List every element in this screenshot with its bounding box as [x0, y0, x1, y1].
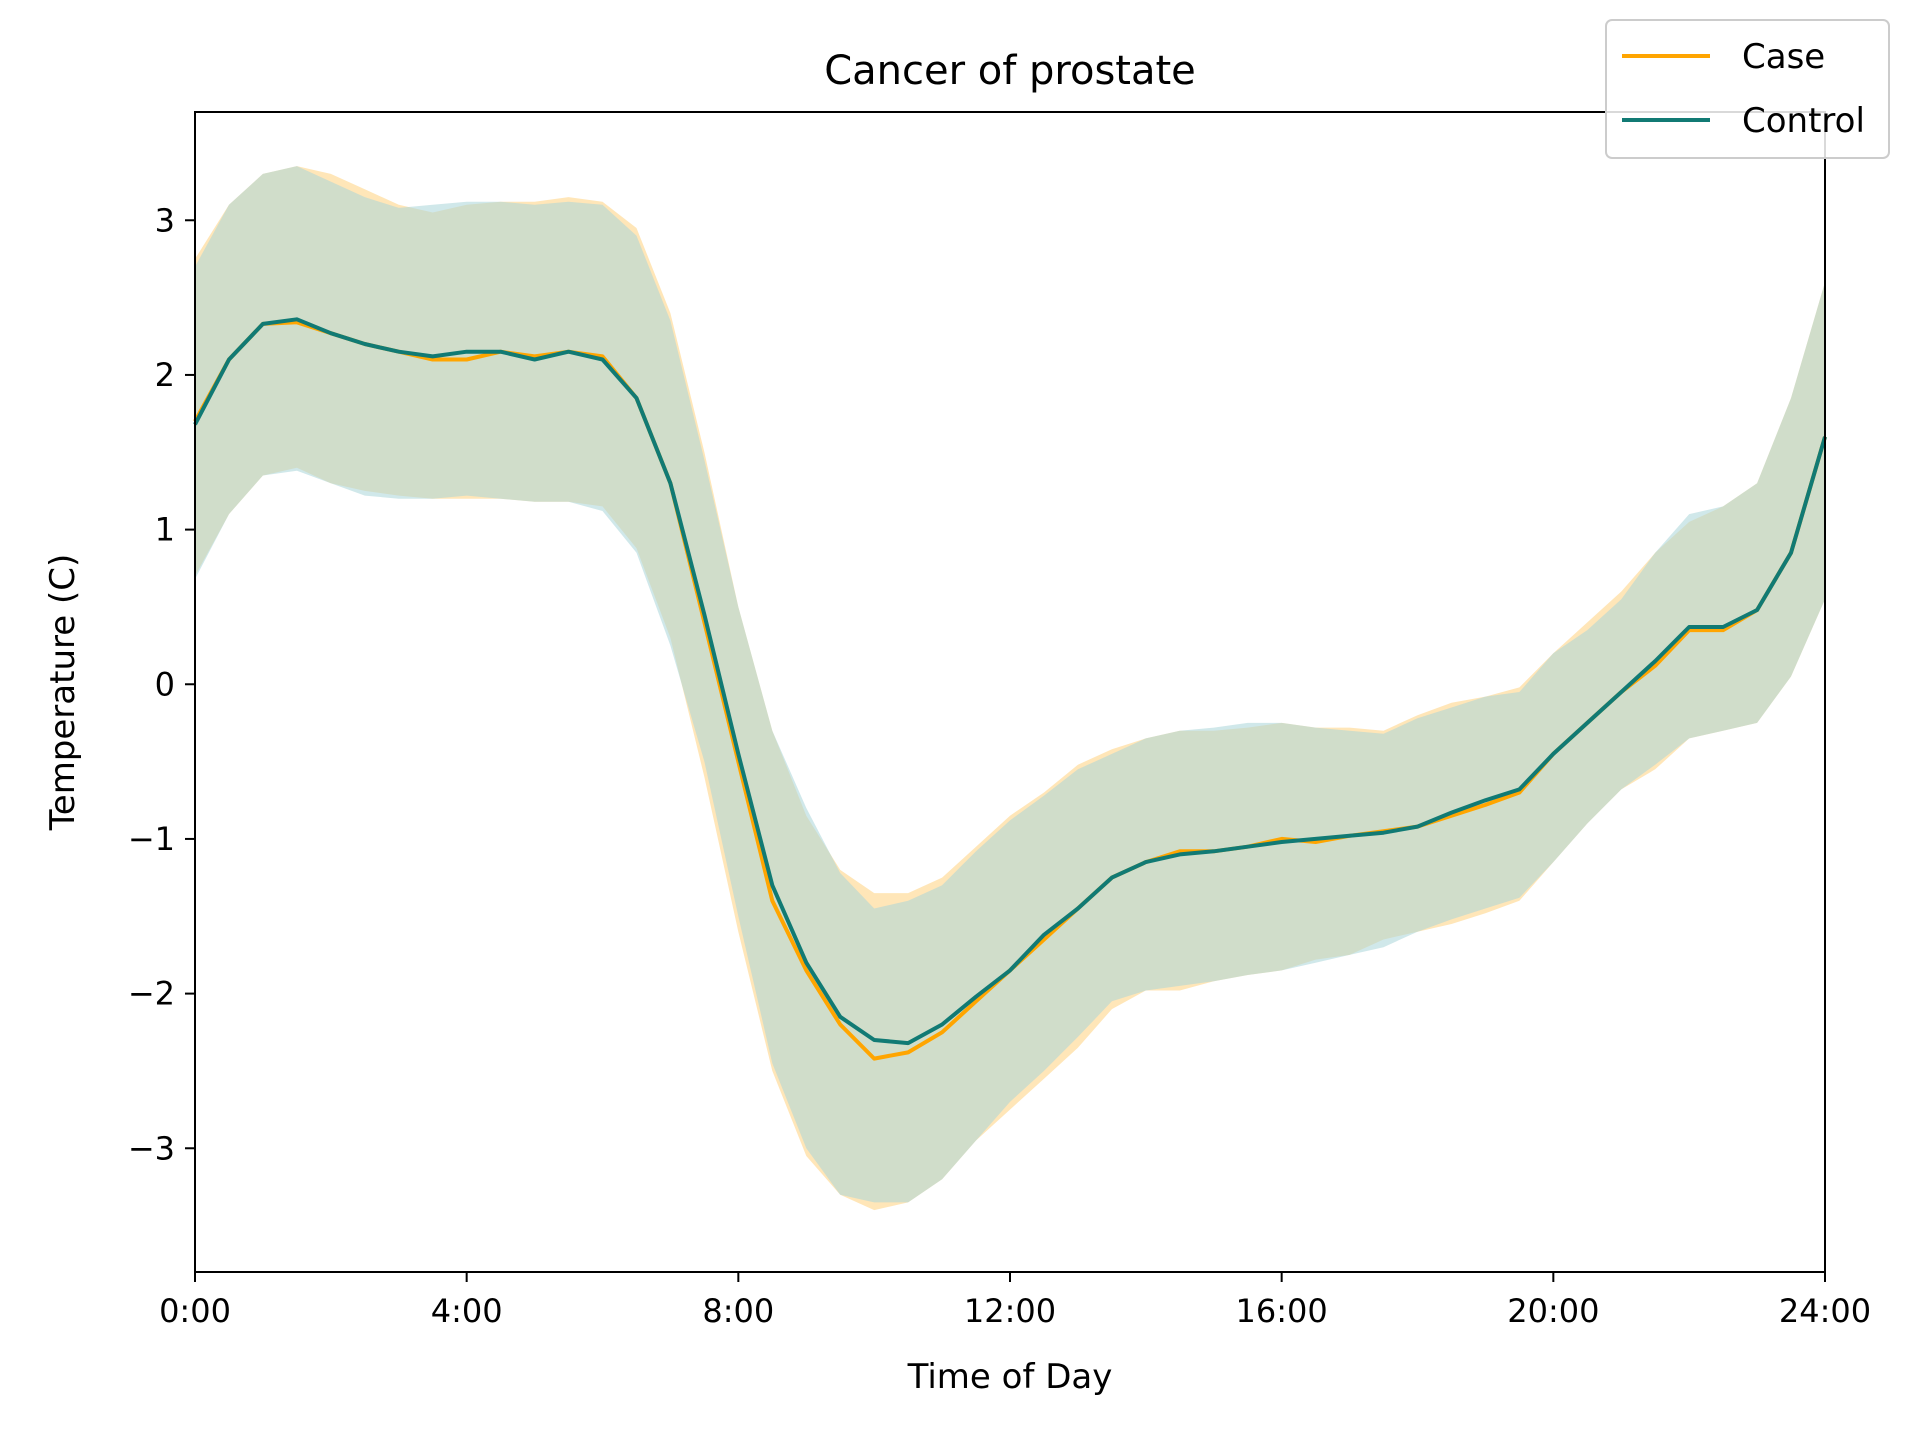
y-tick-label: 2: [155, 356, 175, 394]
x-tick-label: 8:00: [702, 1292, 774, 1330]
chart-title: Cancer of prostate: [824, 48, 1196, 94]
y-tick-label: −2: [128, 975, 175, 1013]
y-tick-label: 1: [155, 511, 175, 549]
x-tick-label: 0:00: [159, 1292, 231, 1330]
y-axis: −3 −2 −1 0 1 2 3: [128, 201, 195, 1167]
x-tick-label: 12:00: [964, 1292, 1056, 1330]
x-tick-label: 20:00: [1507, 1292, 1599, 1330]
y-tick-label: −1: [128, 820, 175, 858]
x-tick-label: 4:00: [431, 1292, 503, 1330]
legend: Case Control: [1605, 19, 1890, 159]
legend-label-case: Case: [1742, 37, 1825, 77]
x-axis: 0:00 4:00 8:00 12:00 16:00 20:00 24:00: [159, 1272, 1871, 1330]
x-tick-label: 16:00: [1236, 1292, 1328, 1330]
y-tick-label: 3: [155, 201, 175, 239]
series-lines: [193, 317, 1827, 1061]
x-axis-title: Time of Day: [907, 1357, 1113, 1397]
confidence-bands: [195, 166, 1825, 1211]
band-control: [195, 166, 1825, 1203]
legend-label-control: Control: [1742, 101, 1865, 141]
x-tick-label: 24:00: [1779, 1292, 1871, 1330]
y-axis-title: Temperature (C): [43, 554, 83, 831]
y-tick-label: 0: [155, 665, 175, 703]
line-control: [193, 317, 1827, 1046]
y-tick-label: −3: [128, 1129, 175, 1167]
